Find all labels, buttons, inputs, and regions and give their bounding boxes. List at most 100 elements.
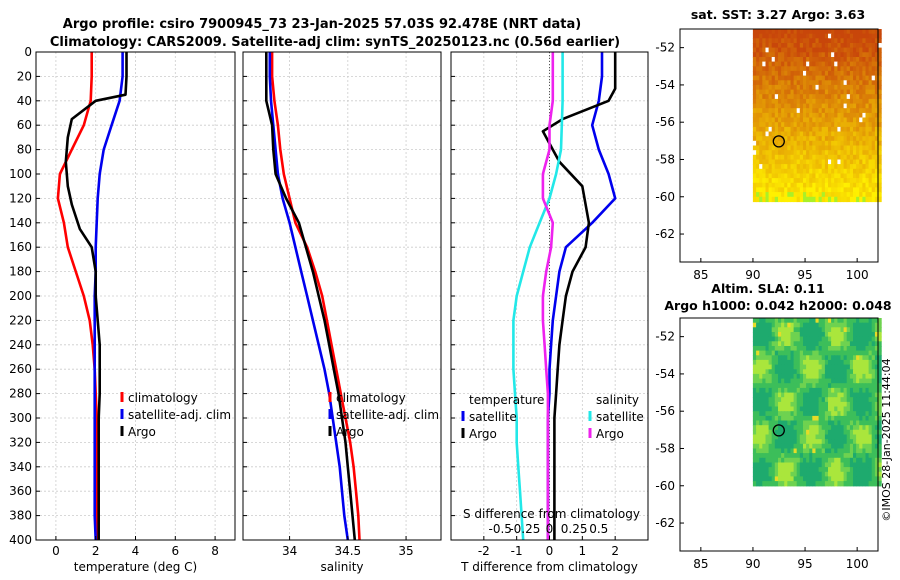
y-tick-label: 100	[9, 167, 32, 181]
x-axis-label: T difference from climatology	[460, 560, 638, 574]
sst-map-panel: 85 90 95 100 -52 -54 -56 -58 -60 -62 sat. SST: 3.2…	[655, 7, 882, 282]
y-tick-label: -62	[655, 516, 675, 530]
x-tick-label: 0	[546, 544, 554, 558]
y-tick-label: -60	[655, 479, 675, 493]
series-line-climatology	[270, 52, 361, 541]
y-tick-label: 180	[9, 265, 32, 279]
watermark: ©IMOS 28-Jan-2025 11:44:04	[880, 358, 893, 521]
y-tick-label: 220	[9, 313, 32, 327]
y-tick-label: 80	[17, 143, 32, 157]
y-tick-label: 280	[9, 387, 32, 401]
x-tick-label: 85	[693, 268, 708, 282]
x-tick-label: 95	[797, 557, 812, 571]
legend-label: satellite-adj. clim	[128, 408, 231, 422]
figure-title-line1: Argo profile: csiro 7900945_73 23-Jan-20…	[63, 17, 581, 32]
sla-map-panel: 85 90 95 100 -52 -54 -56 -58 -60 -62 Altim. SLA: 0…	[655, 281, 891, 571]
x-tick-label: 2	[92, 544, 100, 558]
y-tick-label: 300	[9, 411, 32, 425]
y-tick-label: -58	[655, 441, 675, 455]
x-tick-label: 34	[282, 544, 297, 558]
series-line-temperature-argo	[541, 52, 617, 540]
x2-tick-label: 0.25	[561, 522, 588, 536]
x-tick-label: 90	[745, 557, 760, 571]
x-tick-label: 4	[132, 544, 140, 558]
legend-label: satellite-adj. clim	[336, 408, 439, 422]
map-subtitle: Argo h1000: 0.042 h2000: 0.048	[664, 298, 891, 313]
series-line-salinity-satellite	[512, 52, 564, 541]
y-tick-label: 400	[9, 533, 32, 547]
y-tick-label: -56	[655, 115, 675, 129]
x-tick-label: 100	[846, 557, 869, 571]
legend-label: climatology	[336, 391, 406, 405]
x-tick-label: -1	[511, 544, 523, 558]
y-tick-label: 380	[9, 509, 32, 523]
temperature-panel: 0 2 4 6 802040608010012014016018020022024026…	[9, 45, 236, 574]
x-tick-label: 95	[797, 268, 812, 282]
series-line-argo	[64, 52, 128, 540]
y-tick-label: 340	[9, 460, 32, 474]
series-line-climatology	[56, 52, 98, 540]
argo-float-marker	[772, 135, 785, 148]
legend-label: Argo	[469, 427, 497, 441]
map-frame	[679, 28, 879, 263]
x-tick-label: 0	[52, 544, 60, 558]
map-frame	[679, 317, 879, 552]
y-tick-label: -52	[655, 330, 675, 344]
difference-panel: -2 -1 0 1 2 T difference from climatology temp…	[450, 51, 649, 574]
y-tick-label: 160	[9, 240, 32, 254]
y-tick-label: 40	[17, 94, 32, 108]
x-tick-label: 100	[846, 268, 869, 282]
x-tick-label: 90	[745, 268, 760, 282]
y-tick-label: -54	[655, 367, 675, 381]
series-line-temperature-satellite	[546, 52, 617, 540]
x-tick-label: -2	[478, 544, 490, 558]
x-tick-label: 8	[211, 544, 219, 558]
y-tick-label: -58	[655, 152, 675, 166]
y-tick-label: -56	[655, 404, 675, 418]
x2-tick-label: 0	[546, 522, 554, 536]
x-axis-label: temperature (deg C)	[74, 560, 197, 574]
y-tick-label: -54	[655, 78, 675, 92]
y-tick-label: 20	[17, 69, 32, 83]
y-tick-label: 260	[9, 362, 32, 376]
y-tick-label: 240	[9, 338, 32, 352]
y-tick-label: 0	[24, 45, 32, 59]
figure-title-line2: Climatology: CARS2009. Satellite-adj cli…	[50, 35, 620, 50]
legend-label: Argo	[596, 427, 624, 441]
x2-tick-label: -0.25	[509, 522, 540, 536]
x-tick-label: 35	[398, 544, 413, 558]
sst-heat-cells	[752, 29, 882, 203]
x-tick-label: 1	[579, 544, 587, 558]
sla-heat-cells	[752, 318, 882, 487]
y-tick-label: -52	[655, 41, 675, 55]
map-title: Altim. SLA: 0.11	[711, 281, 824, 296]
y-tick-label: 320	[9, 435, 32, 449]
x-tick-label: 2	[611, 544, 619, 558]
legend-label: climatology	[128, 391, 198, 405]
x-axis-label: salinity	[320, 560, 363, 574]
x2-axis-label: S difference from climatology	[463, 507, 640, 521]
legend-title-temperature: temperature	[469, 393, 544, 407]
y-tick-label: 200	[9, 289, 32, 303]
y-tick-label: -62	[655, 227, 675, 241]
legend-label: satellite	[596, 410, 644, 424]
y-tick-label: 120	[9, 191, 32, 205]
series-line-salinity-argo	[541, 52, 555, 540]
legend-title-salinity: salinity	[596, 393, 639, 407]
x2-tick-label: 0.5	[589, 522, 608, 536]
x-tick-label: 85	[693, 557, 708, 571]
salinity-panel: 34 34.5 35 salinity climatology satellite-adj…	[242, 51, 442, 574]
legend-label: Argo	[128, 425, 156, 439]
argo-float-marker	[772, 424, 785, 437]
legend-label: Argo	[336, 425, 364, 439]
series-line-argo	[264, 52, 357, 541]
x-tick-label: 34.5	[334, 544, 361, 558]
y-tick-label: 360	[9, 484, 32, 498]
y-tick-label: -60	[655, 190, 675, 204]
x-tick-label: 6	[171, 544, 179, 558]
x2-tick-label: -0.5	[489, 522, 512, 536]
series-line-satellite-adj-clim	[268, 52, 350, 541]
y-tick-label: 60	[17, 118, 32, 132]
y-tick-label: 140	[9, 216, 32, 230]
